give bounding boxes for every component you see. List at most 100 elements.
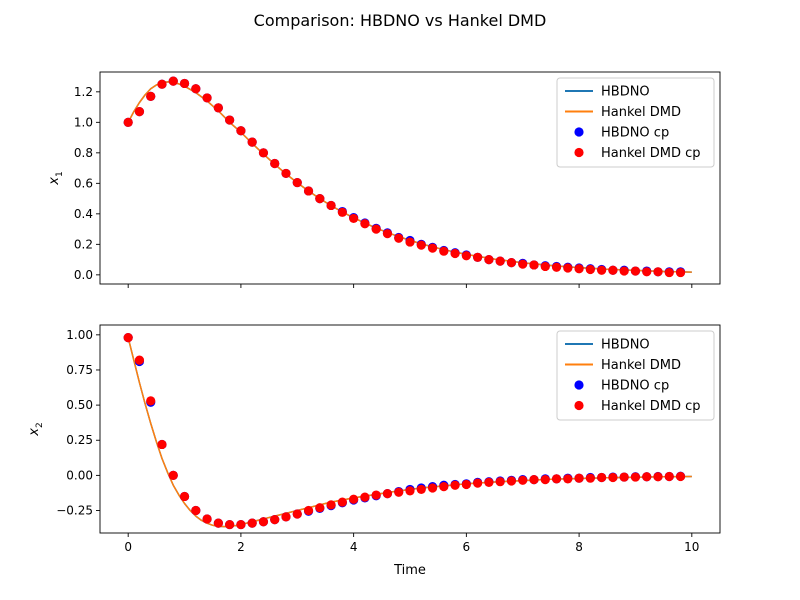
c1-point-hankel-dmd-cp <box>213 518 223 528</box>
c0-point-hankel-dmd-cp <box>608 265 618 275</box>
c0-point-hankel-dmd-cp <box>371 224 381 234</box>
c1-point-hankel-dmd-cp <box>529 474 539 485</box>
c1-point-hankel-dmd-cp <box>281 512 291 522</box>
c1-point-hankel-dmd-cp <box>653 472 663 482</box>
c0-point-hankel-dmd-cp <box>439 246 449 256</box>
c0-point-hankel-dmd-cp <box>191 84 201 94</box>
c1-xtick-label: 8 <box>575 540 583 554</box>
c0-point-hankel-dmd-cp <box>450 248 460 259</box>
c1-point-hankel-dmd-cp <box>630 472 641 482</box>
c0-point-hankel-dmd-cp <box>529 260 539 270</box>
c1-ytick-label: 0.00 <box>66 468 93 482</box>
c1-point-hankel-dmd-cp <box>179 491 190 502</box>
c0-point-hankel-dmd-cp <box>461 251 471 261</box>
c0-point-hankel-dmd-cp <box>416 240 426 250</box>
c0-point-hankel-dmd-cp <box>630 266 641 276</box>
c1-point-hankel-dmd-cp <box>506 476 517 486</box>
c1-point-hankel-dmd-cp <box>382 489 393 499</box>
c1-ytick-label: −0.25 <box>56 504 93 518</box>
c0-point-hankel-dmd-cp <box>585 264 595 275</box>
c0-point-hankel-dmd-cp <box>597 265 607 275</box>
c0-point-hankel-dmd-cp <box>270 158 280 169</box>
c1-point-hankel-dmd-cp <box>236 519 246 530</box>
c1-axes-frame <box>99 324 721 534</box>
c0-point-hankel-dmd-cp <box>551 262 562 272</box>
c0-legend: HBDNO Hankel DMD HBDNO cp Hankel DMD cp <box>556 77 715 168</box>
c1-point-hankel-dmd-cp <box>675 471 686 482</box>
c0-point-hankel-dmd-cp <box>394 233 404 243</box>
c1-ytick-label: 0.75 <box>66 363 93 377</box>
c0-point-hankel-dmd-cp <box>326 200 336 211</box>
c1-point-hankel-dmd-cp <box>473 478 483 488</box>
c0-ytick-label: 0.8 <box>74 146 93 160</box>
c1-ylabel: x2 <box>27 422 45 436</box>
c1-ytick-label: 0.25 <box>66 433 93 447</box>
c0-legend-handle-hankel-dmd-cp <box>574 147 584 158</box>
c0-point-hankel-dmd-cp <box>303 186 314 196</box>
c1-point-hankel-dmd-cp <box>608 472 618 483</box>
c0-point-hankel-dmd-cp <box>292 177 302 188</box>
c0-ytick-label: 1.2 <box>74 85 93 99</box>
c0-legend-label-hankel-dmd-cp: Hankel DMD cp <box>601 146 701 161</box>
c1-legend-handle-hankel-dmd-cp <box>574 400 584 411</box>
c1-xtick-label: 0 <box>124 540 132 554</box>
c1-point-hankel-dmd-cp <box>619 472 629 482</box>
c1-plot-area <box>123 333 692 530</box>
c0-point-hankel-dmd-cp <box>360 219 370 229</box>
c0-ytick-label: 0.0 <box>74 268 93 282</box>
c1-legend-frame <box>556 330 715 421</box>
c1-point-hankel-dmd-cp <box>258 517 269 527</box>
c1-point-hankel-dmd-cp <box>518 475 528 485</box>
c0-point-hankel-dmd-cp <box>134 107 145 117</box>
c1-xtick-label: 4 <box>350 540 358 554</box>
c1-point-hankel-dmd-cp <box>191 505 201 516</box>
c0-legend-handle-hbdno-cp <box>574 127 584 137</box>
c1-point-hankel-dmd-cp <box>168 470 178 480</box>
c1-point-hankel-dmd-cp <box>439 482 449 492</box>
c1-legend-label-hbdno: HBDNO <box>601 338 650 353</box>
c0-ytick-label: 0.6 <box>74 176 93 190</box>
c1-legend-label-hbdno-cp: HBDNO cp <box>601 379 669 394</box>
c1-ytick-label: 1.00 <box>66 328 93 342</box>
c0-axes-frame <box>99 71 721 285</box>
c0-ylabel: x1 <box>47 171 65 185</box>
c1-legend-label-hankel-dmd-cp: Hankel DMD cp <box>601 399 701 414</box>
c1-xtick-label: 6 <box>463 540 471 554</box>
c1-point-hankel-dmd-cp <box>642 472 652 482</box>
axes-x2: 0 2 4 6 8 10 −0.25 0.00 0.25 0.50 0.75 1.00 x2 Time HB… <box>27 324 721 578</box>
c1-point-hankel-dmd-cp <box>405 486 415 496</box>
c0-point-hankel-dmd-cp <box>540 261 550 272</box>
c1-xtick-label: 10 <box>684 540 699 554</box>
c1-point-hankel-dmd-cp <box>574 473 584 483</box>
c0-point-hankel-dmd-cp <box>258 148 269 158</box>
c1-point-hankel-dmd-cp <box>360 492 370 502</box>
c1-point-hankel-dmd-cp <box>664 471 674 482</box>
c1-point-hankel-dmd-cp <box>563 474 573 484</box>
c1-point-hankel-dmd-cp <box>551 474 562 484</box>
c0-point-hankel-dmd-cp <box>473 252 483 262</box>
c1-xlabel: Time <box>393 563 426 578</box>
c1-point-hankel-dmd-cp <box>146 396 156 406</box>
c0-point-hankel-dmd-cp <box>179 78 190 89</box>
c0-point-hankel-dmd-cp <box>675 267 686 278</box>
c1-point-hankel-dmd-cp <box>495 477 505 487</box>
c1-point-hankel-dmd-cp <box>427 483 438 493</box>
c0-point-hankel-dmd-cp <box>315 193 325 204</box>
c1-point-hankel-dmd-cp <box>134 355 145 365</box>
c1-point-hankel-dmd-cp <box>326 500 336 510</box>
figure-title: Comparison: HBDNO vs Hankel DMD <box>254 11 547 30</box>
c0-legend-label-hankel-dmd: Hankel DMD <box>601 105 681 120</box>
c0-point-hankel-dmd-cp <box>382 229 393 239</box>
c0-point-hankel-dmd-cp <box>157 79 167 89</box>
c1-point-hankel-dmd-cp <box>303 505 314 516</box>
c0-point-hankel-dmd-cp <box>574 264 584 274</box>
c0-point-hankel-dmd-cp <box>123 117 133 127</box>
c1-legend-label-hankel-dmd: Hankel DMD <box>601 358 681 373</box>
c1-point-hankel-dmd-cp <box>484 477 494 488</box>
c1-ytick-label: 0.50 <box>66 398 93 412</box>
c1-xtick-label: 2 <box>237 540 245 554</box>
c0-point-hankel-dmd-cp <box>236 126 246 136</box>
c0-point-hankel-dmd-cp <box>349 213 359 224</box>
c1-point-hankel-dmd-cp <box>292 509 302 519</box>
